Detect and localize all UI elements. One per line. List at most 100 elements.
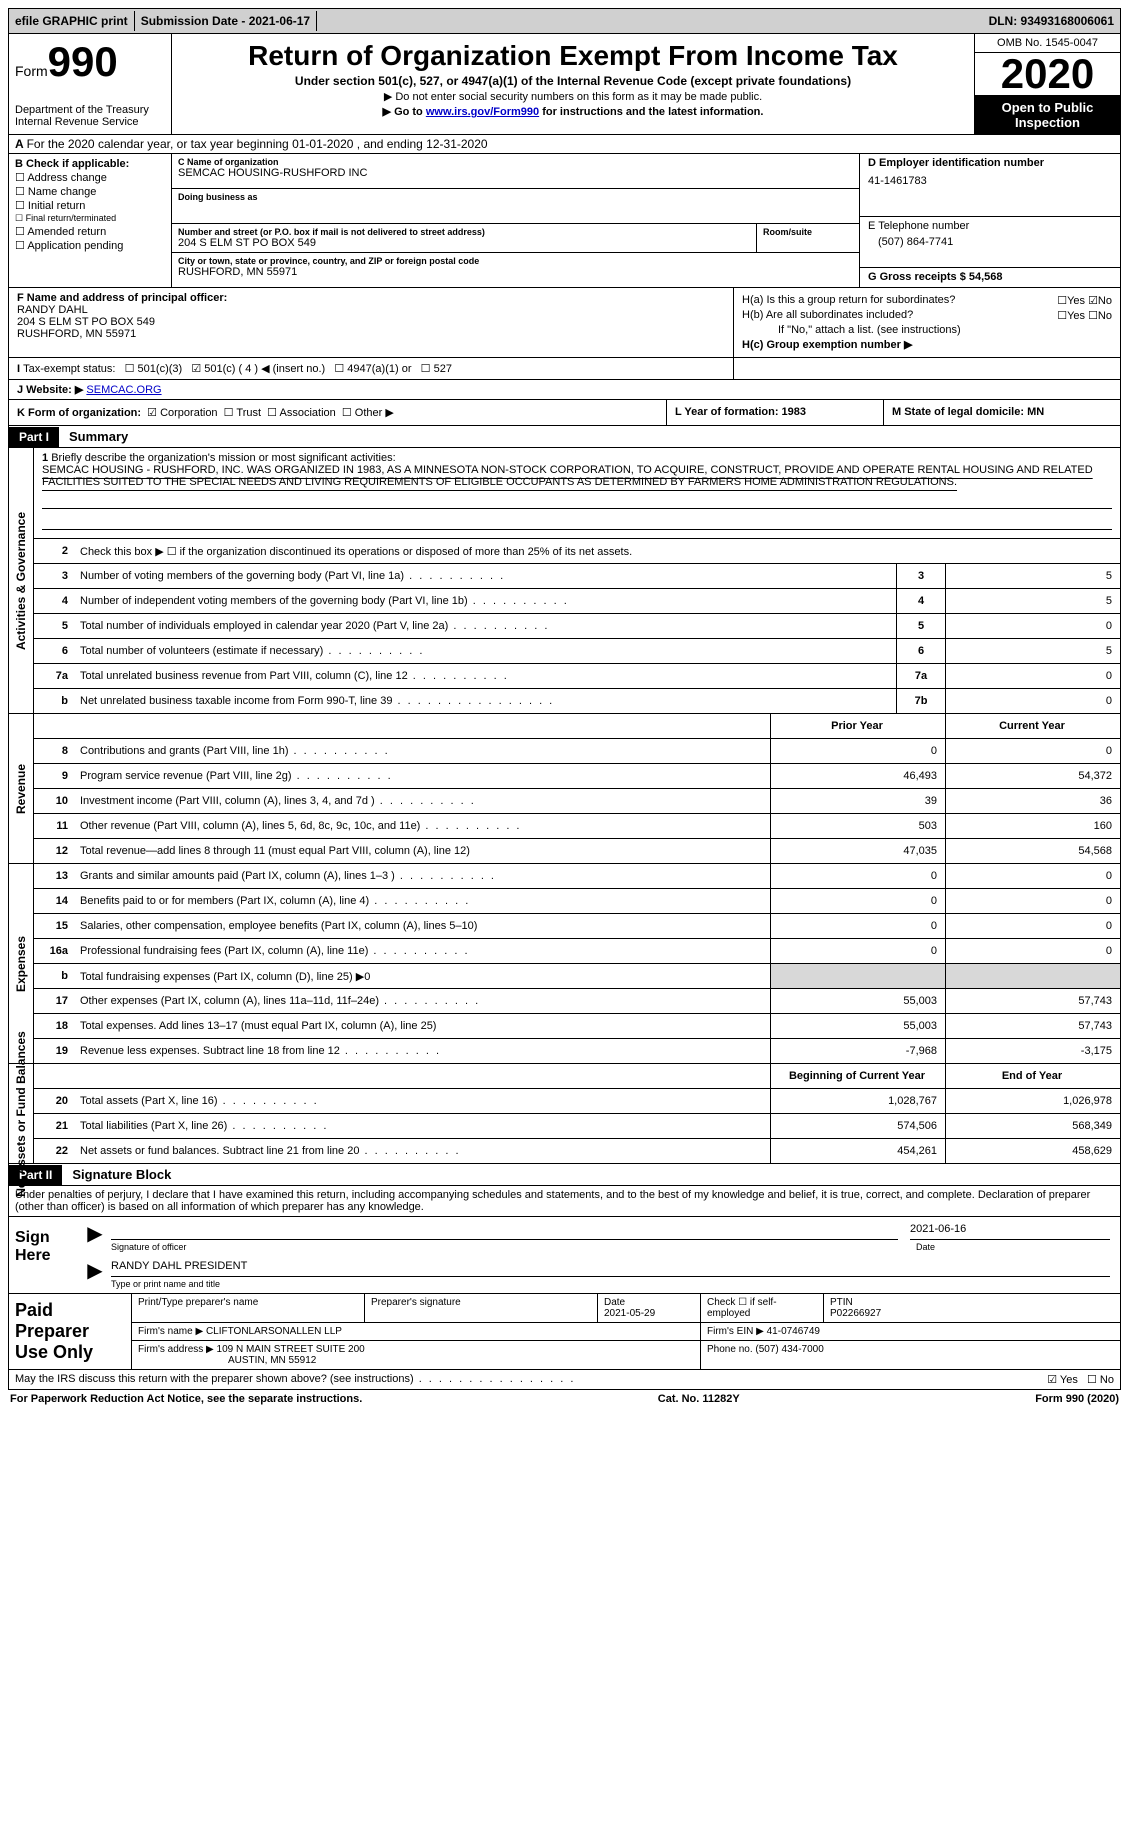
ein-cell: D Employer identification number 41-1461…	[860, 154, 1120, 217]
table-row: 3Number of voting members of the governi…	[34, 564, 1120, 589]
form-header: Form990 Department of the Treasury Inter…	[8, 34, 1121, 135]
part1-rev: Revenue Prior YearCurrent Year 8Contribu…	[8, 714, 1121, 864]
table-row: 11Other revenue (Part VIII, column (A), …	[34, 814, 1120, 839]
table-row: 16aProfessional fundraising fees (Part I…	[34, 939, 1120, 964]
table-row: 20Total assets (Part X, line 16)1,028,76…	[34, 1089, 1120, 1114]
cb-pending[interactable]: ☐ Application pending	[15, 239, 165, 252]
phone-cell: E Telephone number (507) 864-7741	[860, 217, 1120, 268]
table-row: 6Total number of volunteers (estimate if…	[34, 639, 1120, 664]
cat-no: Cat. No. 11282Y	[658, 1393, 740, 1405]
table-row: 17Other expenses (Part IX, column (A), l…	[34, 989, 1120, 1014]
table-row: 18Total expenses. Add lines 13–17 (must …	[34, 1014, 1120, 1039]
dept-label: Department of the Treasury Internal Reve…	[15, 104, 165, 128]
bottom-bar: For Paperwork Reduction Act Notice, see …	[8, 1390, 1121, 1408]
penalty-text: Under penalties of perjury, I declare th…	[8, 1186, 1121, 1217]
efile-button[interactable]: efile GRAPHIC print	[9, 11, 135, 31]
ssn-notice: ▶ Do not enter social security numbers o…	[178, 90, 968, 103]
topbar: efile GRAPHIC print Submission Date - 20…	[8, 8, 1121, 34]
box-b: B Check if applicable: ☐ Address change …	[9, 154, 172, 287]
part1-gov: Activities & Governance 1 Briefly descri…	[8, 448, 1121, 714]
table-row: 7aTotal unrelated business revenue from …	[34, 664, 1120, 689]
paid-preparer: Paid Preparer Use Only Print/Type prepar…	[8, 1294, 1121, 1370]
discuss-yesno[interactable]: ☑ Yes ☐ No	[1047, 1373, 1114, 1386]
table-row: 10Investment income (Part VIII, column (…	[34, 789, 1120, 814]
table-row: 14Benefits paid to or for members (Part …	[34, 889, 1120, 914]
inspection-label: Open to Public Inspection	[975, 96, 1120, 134]
tax-year: 2020	[975, 53, 1120, 96]
part2-title: Signature Block	[62, 1164, 181, 1185]
website-link[interactable]: SEMCAC.ORG	[86, 384, 161, 396]
goto-link-line: ▶ Go to www.irs.gov/Form990 for instruct…	[178, 105, 968, 118]
cb-address-change[interactable]: ☐ Address change	[15, 171, 165, 184]
row-j: J Website: ▶ SEMCAC.ORG	[8, 380, 1121, 400]
sign-here: Sign Here ▶ 2021-06-16 Signature of offi…	[8, 1217, 1121, 1294]
submission-date: Submission Date - 2021-06-17	[135, 11, 317, 31]
cb-final-return[interactable]: ☐ Final return/terminated	[15, 213, 165, 224]
hb-note: If "No," attach a list. (see instruction…	[742, 324, 1112, 336]
dba-cell: Doing business as	[172, 189, 859, 224]
rev-table: Prior YearCurrent Year 8Contributions an…	[34, 714, 1120, 863]
vlabel-rev: Revenue	[9, 714, 34, 863]
box-h: H(a) Is this a group return for subordin…	[734, 288, 1120, 357]
row-i: I Tax-exempt status: ☐ 501(c)(3) ☑ 501(c…	[9, 358, 734, 379]
room-cell: Room/suite	[757, 224, 859, 252]
table-row: bNet unrelated business taxable income f…	[34, 689, 1120, 714]
dln: DLN: 93493168006061	[983, 11, 1120, 31]
cb-name-change[interactable]: ☐ Name change	[15, 185, 165, 198]
city-cell: City or town, state or province, country…	[172, 253, 859, 287]
cb-initial-return[interactable]: ☐ Initial return	[15, 199, 165, 212]
table-row: 21Total liabilities (Part X, line 26)574…	[34, 1114, 1120, 1139]
gross-receipts: G Gross receipts $ 54,568	[860, 268, 1120, 287]
exp-table: 13Grants and similar amounts paid (Part …	[34, 864, 1120, 1063]
org-name: SEMCAC HOUSING-RUSHFORD INC	[178, 167, 853, 179]
row-fh: F Name and address of principal officer:…	[8, 288, 1121, 358]
table-row: 4Number of independent voting members of…	[34, 589, 1120, 614]
table-row: 13Grants and similar amounts paid (Part …	[34, 864, 1120, 889]
box-f-officer: F Name and address of principal officer:…	[9, 288, 734, 357]
spacer	[317, 18, 982, 24]
org-name-cell: C Name of organization SEMCAC HOUSING-RU…	[172, 154, 859, 189]
table-row: 9Program service revenue (Part VIII, lin…	[34, 764, 1120, 789]
table-row: 19Revenue less expenses. Subtract line 1…	[34, 1039, 1120, 1064]
ha-yesno[interactable]: ☐Yes ☑No	[1057, 294, 1112, 307]
table-row: bTotal fundraising expenses (Part IX, co…	[34, 964, 1120, 989]
box-c: C Name of organization SEMCAC HOUSING-RU…	[172, 154, 859, 287]
hb-yesno[interactable]: ☐Yes ☐No	[1057, 309, 1112, 322]
bal-table: Beginning of Current YearEnd of Year 20T…	[34, 1064, 1120, 1163]
vlabel-bal: Net Assets or Fund Balances	[9, 1064, 34, 1163]
table-row: 22Net assets or fund balances. Subtract …	[34, 1139, 1120, 1164]
form-number-box: Form990 Department of the Treasury Inter…	[9, 34, 172, 134]
header-right: OMB No. 1545-0047 2020 Open to Public In…	[974, 34, 1120, 134]
table-row: 8Contributions and grants (Part VIII, li…	[34, 739, 1120, 764]
form990-link[interactable]: www.irs.gov/Form990	[426, 106, 539, 118]
part2-header: Part II Signature Block	[8, 1164, 1121, 1186]
row-k: K Form of organization: ☑ Corporation ☐ …	[9, 400, 667, 425]
discuss-row: May the IRS discuss this return with the…	[8, 1370, 1121, 1390]
row-m: M State of legal domicile: MN	[884, 400, 1120, 425]
form-title: Return of Organization Exempt From Incom…	[178, 40, 968, 72]
box-de: D Employer identification number 41-1461…	[859, 154, 1120, 287]
table-row: 15Salaries, other compensation, employee…	[34, 914, 1120, 939]
row-ij: I Tax-exempt status: ☐ 501(c)(3) ☑ 501(c…	[8, 358, 1121, 380]
row-a-tax-year: A For the 2020 calendar year, or tax yea…	[8, 135, 1121, 154]
sign-here-label: Sign Here	[9, 1217, 81, 1293]
row-klm: K Form of organization: ☑ Corporation ☐ …	[8, 400, 1121, 426]
header-boxes: B Check if applicable: ☐ Address change …	[8, 154, 1121, 288]
vlabel-gov: Activities & Governance	[9, 448, 34, 713]
pra-notice: For Paperwork Reduction Act Notice, see …	[10, 1393, 362, 1405]
table-row: 12Total revenue—add lines 8 through 11 (…	[34, 839, 1120, 864]
gov-table: 2Check this box ▶ ☐ if the organization …	[34, 538, 1120, 713]
mission-text: SEMCAC HOUSING - RUSHFORD, INC. WAS ORGA…	[42, 464, 1093, 488]
part1-header: Part I Summary	[8, 426, 1121, 448]
mission-block: 1 Briefly describe the organization's mi…	[34, 448, 1120, 538]
form-label: Form 990 (2020)	[1035, 1393, 1119, 1405]
part1-title: Summary	[59, 426, 138, 447]
street-cell: Number and street (or P.O. box if mail i…	[172, 224, 757, 252]
header-center: Return of Organization Exempt From Incom…	[172, 34, 974, 134]
row-l: L Year of formation: 1983	[667, 400, 884, 425]
table-row: 5Total number of individuals employed in…	[34, 614, 1120, 639]
form-subtitle: Under section 501(c), 527, or 4947(a)(1)…	[178, 74, 968, 88]
paid-prep-label: Paid Preparer Use Only	[9, 1294, 132, 1369]
part1-bal: Net Assets or Fund Balances Beginning of…	[8, 1064, 1121, 1164]
cb-amended[interactable]: ☐ Amended return	[15, 225, 165, 238]
